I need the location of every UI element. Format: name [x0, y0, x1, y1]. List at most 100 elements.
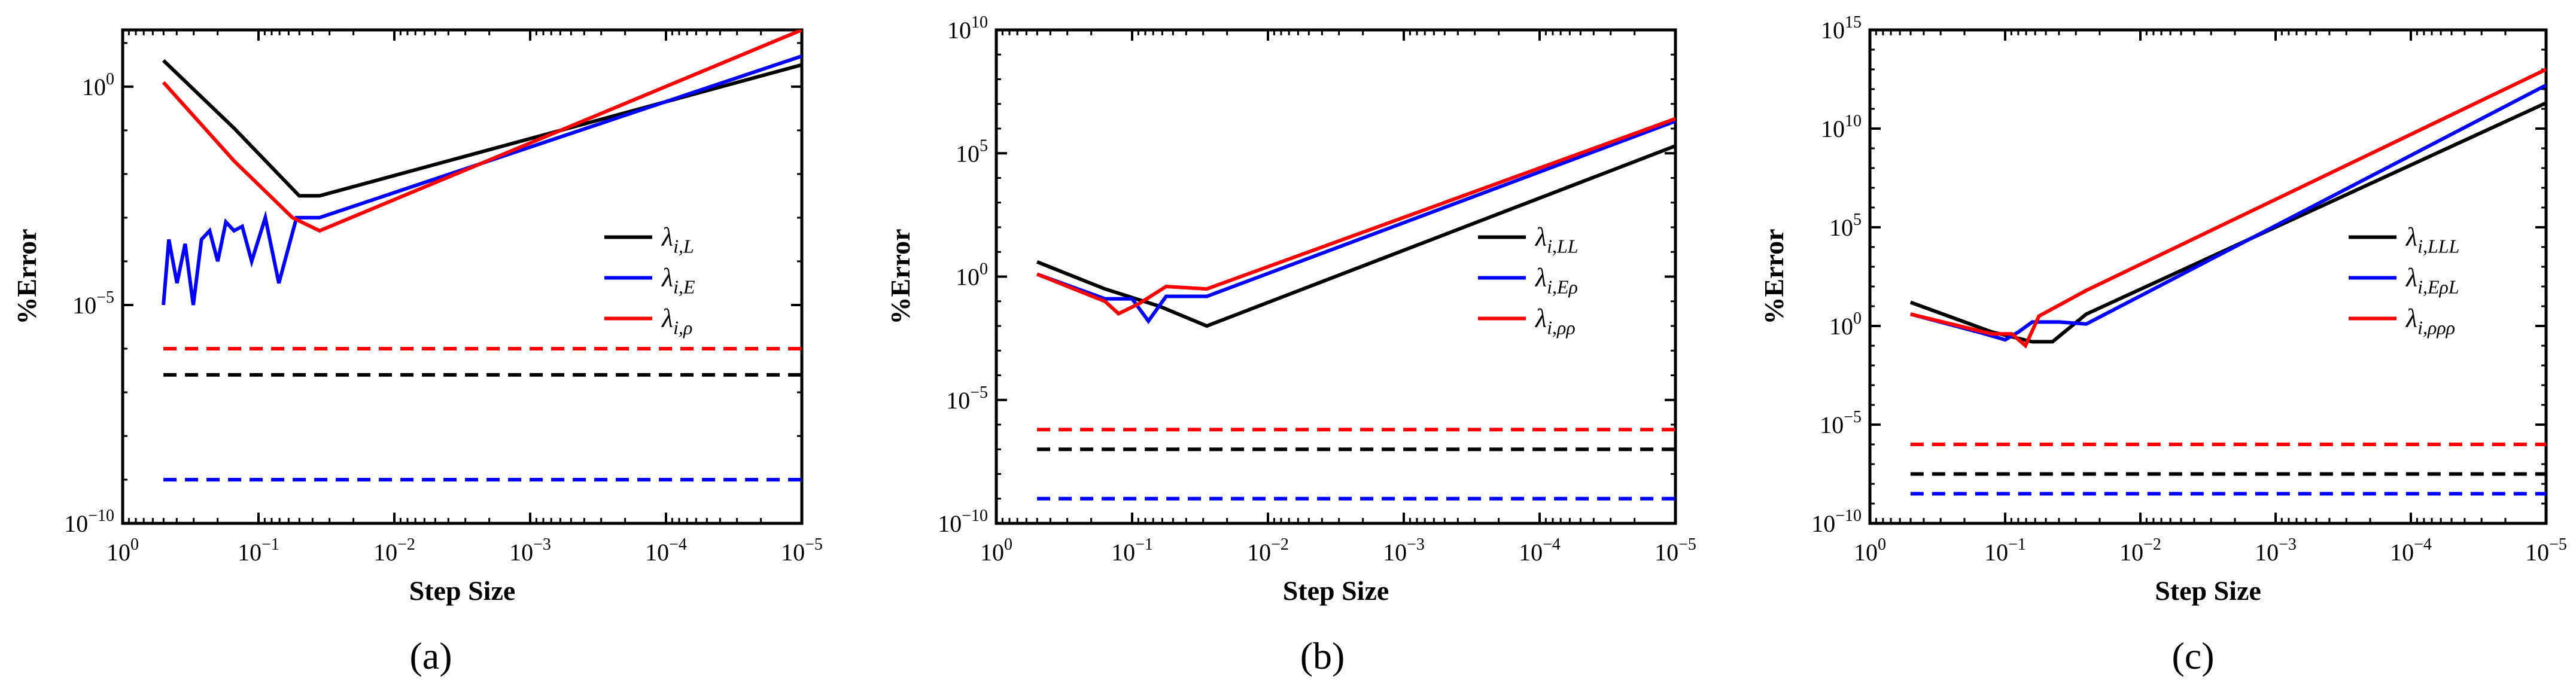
series-line-i	[162, 30, 802, 233]
y-tick-label-exponent: 5	[1853, 211, 1862, 229]
y-tick-label-exponent: −10	[88, 507, 114, 525]
y-tick-label-exponent: 5	[980, 136, 988, 155]
y-tick-label-base: 10	[946, 387, 970, 414]
x-tick-label-exponent: 0	[1878, 535, 1886, 554]
legend-entry: λi,EρL	[2405, 263, 2459, 298]
series-line-iL	[162, 59, 802, 198]
legend-entry: λi,L	[661, 222, 694, 257]
y-tick-label: 10−5	[72, 288, 114, 319]
legend-subscript: i,E	[673, 276, 695, 298]
x-tick-label-exponent: −4	[2414, 535, 2432, 554]
x-tick-label-exponent: 0	[1004, 535, 1012, 554]
legend-entry: λi,ρ	[661, 304, 692, 339]
series-group	[162, 30, 802, 481]
plot-frame	[1868, 28, 2548, 525]
y-tick-label: 1010	[1821, 112, 1862, 142]
y-tick-label-base: 10	[1829, 214, 1853, 241]
x-tick-label: 10−5	[1655, 535, 1696, 566]
x-tick-label: 10−3	[1383, 535, 1425, 566]
series-group	[1036, 117, 1675, 501]
chart-panel-c: 100 10−1 10−2 10−3 10−4 10−510−1010−510010510…	[1759, 13, 2567, 677]
x-tick-label-exponent: −2	[1271, 535, 1289, 554]
y-tick-label: 10−10	[1811, 507, 1862, 537]
legend-symbol: λ	[1534, 263, 1547, 292]
y-tick-label: 10−5	[946, 383, 988, 414]
x-tick-label-base: 10	[1984, 539, 2008, 566]
y-tick-label-exponent: 0	[1853, 309, 1862, 328]
x-tick-label-exponent: −2	[397, 535, 415, 554]
series-line-iLLL	[1909, 101, 2546, 344]
y-tick-label-exponent: 0	[106, 70, 114, 89]
legend-entry: λi,E	[661, 263, 695, 298]
x-tick-label-base: 10	[2255, 539, 2279, 566]
panel-label: (b)	[1300, 635, 1345, 677]
y-tick-label-base: 10	[1821, 115, 1845, 142]
x-tick-label: 100	[107, 535, 139, 566]
x-tick-label-base: 10	[107, 539, 130, 566]
y-tick-label-base: 10	[64, 510, 88, 537]
legend-subscript: i,EρL	[2417, 276, 2459, 298]
legend-subscript: i,ρρ	[1547, 317, 1576, 339]
legend-symbol: λ	[661, 304, 673, 333]
x-tick-label: 10−2	[373, 535, 415, 566]
x-tick-label-exponent: −3	[1407, 535, 1425, 554]
legend-symbol: λ	[661, 263, 673, 292]
x-tick-label-base: 10	[1519, 539, 1543, 566]
x-tick-label-exponent: −1	[2008, 535, 2026, 554]
x-tick-label-exponent: −3	[2279, 535, 2297, 554]
y-tick-label: 100	[1829, 309, 1862, 340]
x-tick-label-base: 10	[238, 539, 261, 566]
y-tick-label: 100	[82, 70, 114, 100]
y-axis-label: %Error	[885, 228, 916, 324]
x-tick-label: 10−3	[509, 535, 551, 566]
legend-symbol: λ	[661, 222, 673, 252]
x-tick-label-exponent: −5	[805, 535, 823, 554]
y-tick-label-base: 10	[956, 264, 980, 291]
x-tick-label-base: 10	[2119, 539, 2143, 566]
legend-subscript: i,Eρ	[1547, 276, 1578, 298]
y-tick-label: 10−10	[64, 507, 114, 537]
legend-entry: λi,LLL	[2405, 222, 2459, 257]
legend-symbol: λ	[1534, 304, 1547, 333]
x-tick-label: 10−4	[645, 535, 687, 566]
series-line-iE	[1036, 119, 1675, 324]
x-tick-label: 10−3	[2255, 535, 2297, 566]
x-tick-label-base: 10	[645, 539, 669, 566]
y-tick-label-base: 10	[72, 292, 96, 319]
series-line-i	[1910, 68, 2546, 349]
legend-subscript: i,LLL	[2417, 236, 2459, 257]
legend-subscript: i,LL	[1547, 236, 1578, 257]
y-tick-label-exponent: −10	[962, 507, 988, 525]
y-tick-label-base: 10	[956, 140, 980, 167]
panel-label: (a)	[409, 635, 452, 677]
x-tick-label-base: 10	[1655, 539, 1678, 566]
x-tick-label-base: 10	[2525, 539, 2549, 566]
y-tick-label-exponent: −5	[96, 288, 114, 307]
x-tick-label: 10−2	[1247, 535, 1289, 566]
legend-subscript: i,L	[673, 236, 694, 257]
x-tick-label-exponent: 0	[130, 535, 139, 554]
x-tick-label: 10−1	[238, 535, 279, 566]
y-axis-label: %Error	[11, 228, 42, 324]
y-axis-label: %Error	[1759, 228, 1789, 324]
y-tick-label-exponent: 15	[1845, 13, 1862, 32]
x-tick-label-base: 10	[1854, 539, 1878, 566]
legend-entry: λi,ρρ	[1534, 304, 1576, 339]
y-tick-label: 1015	[1821, 13, 1862, 44]
x-tick-label: 10−4	[2390, 535, 2432, 566]
legend-entry: λi,Eρ	[1534, 263, 1578, 298]
chart-panel-b: 100 10−1 10−2 10−3 10−4 10−510−1010−510010510…	[885, 13, 1696, 677]
y-tick-label-exponent: −5	[970, 383, 988, 402]
y-tick-label-base: 10	[82, 74, 106, 100]
series-line-i	[1036, 117, 1675, 316]
x-tick-label-exponent: −3	[533, 535, 551, 554]
x-axis-label: Step Size	[2155, 575, 2261, 606]
legend-symbol: λ	[2405, 222, 2417, 252]
x-tick-label-base: 10	[980, 539, 1004, 566]
x-tick-label: 10−5	[781, 535, 823, 566]
x-tick-label: 100	[1854, 535, 1886, 566]
x-axis-label: Step Size	[409, 575, 516, 606]
x-tick-label-base: 10	[373, 539, 397, 566]
y-tick-label-exponent: 0	[980, 260, 988, 279]
